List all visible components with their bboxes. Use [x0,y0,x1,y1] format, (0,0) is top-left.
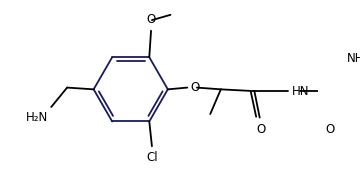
Text: O: O [190,81,199,94]
Text: NH: NH [347,52,360,65]
Text: O: O [326,123,335,136]
Text: O: O [256,123,265,136]
Text: HN: HN [292,85,309,98]
Text: O: O [147,13,156,26]
Text: H₂N: H₂N [26,111,48,123]
Text: Cl: Cl [146,151,158,164]
